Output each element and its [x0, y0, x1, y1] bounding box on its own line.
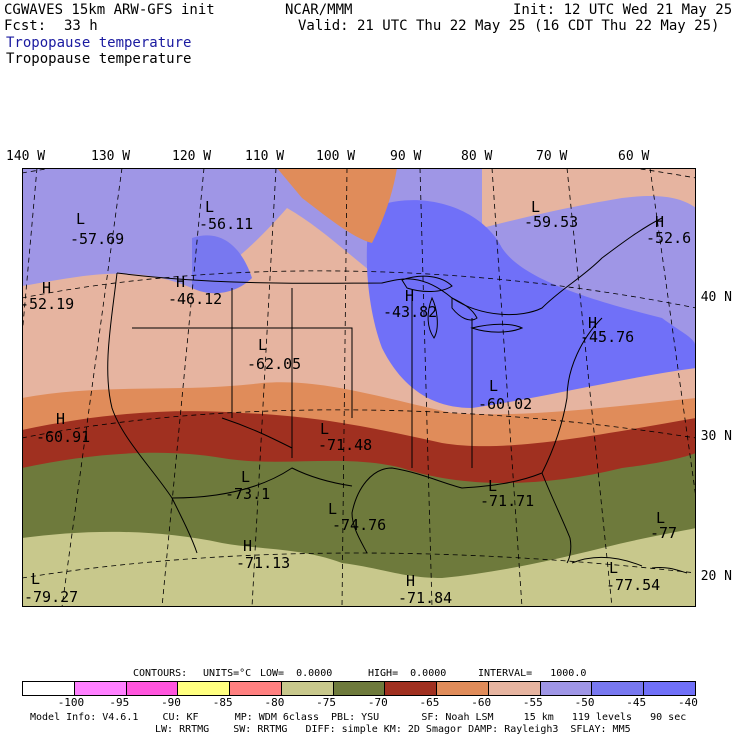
color-scale-tick: -65 [419, 696, 440, 709]
forecast-label: Fcst: [4, 18, 47, 34]
field-title-black: Tropopause temperature [6, 51, 192, 67]
color-swatch [488, 682, 541, 695]
map-low-label: L [320, 420, 330, 438]
tropopause-temperature-map [22, 168, 696, 607]
lat-label: 30 N [700, 429, 732, 444]
lon-label: 120 W [172, 149, 212, 164]
color-scale-tick: -60 [471, 696, 492, 709]
map-value-label: -52.19 [20, 295, 75, 313]
color-swatch [281, 682, 334, 695]
contours-high: HIGH= 0.0000 [368, 668, 447, 679]
map-high-label: H [406, 572, 416, 590]
map-value-label: -79.27 [24, 588, 79, 606]
color-scale-tick: -95 [109, 696, 130, 709]
color-swatch [230, 682, 282, 695]
color-scale-tick: -80 [264, 696, 285, 709]
map-value-label: -62.05 [247, 355, 302, 373]
map-value-label: -60.02 [478, 395, 533, 413]
color-swatch [126, 682, 179, 695]
color-scale-tick: -75 [316, 696, 337, 709]
map-value-label: -77.54 [606, 576, 661, 594]
color-swatch [592, 682, 645, 695]
lon-label: 70 W [536, 149, 568, 164]
color-scale-tick: -55 [522, 696, 543, 709]
color-swatch [385, 682, 438, 695]
model-title: CGWAVES 15km ARW-GFS init [4, 2, 215, 18]
color-swatch [74, 682, 127, 695]
org-label: NCAR/MMM [285, 2, 353, 18]
map-value-label: -71.13 [236, 554, 291, 572]
color-swatch [437, 682, 489, 695]
contours-low: LOW= 0.0000 [260, 668, 333, 679]
color-scale-tick: -45 [626, 696, 647, 709]
map-value-label: -52.6 [646, 229, 692, 247]
color-scale-tick: -40 [678, 696, 698, 709]
map-low-label: L [76, 210, 86, 228]
forecast-hour: 33 h [64, 18, 98, 34]
map-low-label: L [531, 198, 541, 216]
map-value-label: -71.48 [318, 436, 373, 454]
lon-label: 110 W [245, 149, 285, 164]
map-high-label: H [655, 213, 665, 231]
color-swatch [333, 682, 386, 695]
lat-label: 40 N [700, 290, 732, 305]
map-value-label: -77 [650, 524, 678, 542]
map-value-label: -57.69 [70, 230, 125, 248]
color-scale-tick: -50 [574, 696, 595, 709]
map-high-label: H [42, 279, 52, 297]
color-scale-tick: -85 [212, 696, 233, 709]
map-high-label: H [405, 287, 415, 305]
map-low-label: L [31, 570, 41, 588]
lon-label: 130 W [91, 149, 131, 164]
lon-label: 140 W [6, 149, 46, 164]
map-value-label: -59.53 [524, 213, 579, 231]
map-value-label: -56.11 [199, 215, 254, 233]
color-swatch [540, 682, 593, 695]
map-low-label: L [241, 468, 251, 486]
map-value-label: -60.91 [36, 428, 91, 446]
color-scale-tick: -90 [161, 696, 181, 709]
map-low-label: L [656, 509, 666, 527]
map-value-label: -46.12 [168, 290, 223, 308]
valid-time: Valid: 21 UTC Thu 22 May 25 (16 CDT Thu … [298, 18, 720, 34]
map-low-label: L [205, 198, 215, 216]
map-value-label: -43.82 [383, 303, 438, 321]
map-high-label: H [243, 537, 253, 555]
init-time: Init: 12 UTC Wed 21 May 25 [513, 2, 733, 18]
map-low-label: L [258, 336, 268, 354]
field-title-blue: Tropopause temperature [6, 35, 192, 51]
map-high-label: H [56, 410, 66, 428]
color-swatch [23, 682, 75, 695]
map-low-label: L [488, 477, 498, 495]
contours-interval: INTERVAL= 1000.0 [478, 668, 587, 679]
map-low-label: L [489, 377, 499, 395]
map-low-label: L [328, 500, 338, 518]
map-high-label: H [176, 273, 186, 291]
color-swatch [644, 682, 695, 695]
color-scale-bar [22, 681, 696, 696]
physics-info-line: LW: RRTMG SW: RRTMG DIFF: simple KM: 2D … [155, 724, 631, 735]
model-info-line: Model Info: V4.6.1 CU: KF MP: WDM 6class… [30, 712, 687, 723]
color-scale-tick: -100 [57, 696, 85, 709]
lat-label: 20 N [700, 569, 732, 584]
lon-label: 60 W [618, 149, 650, 164]
map-value-label: -71.71 [480, 492, 535, 510]
lon-label: 80 W [461, 149, 493, 164]
contours-units: UNITS=°C [203, 668, 252, 679]
color-swatch [178, 682, 231, 695]
color-scale-tick: -70 [367, 696, 388, 709]
lon-label: 90 W [390, 149, 422, 164]
map-value-label: -45.76 [580, 328, 635, 346]
map-value-label: -73.1 [225, 485, 271, 503]
map-low-label: L [609, 559, 619, 577]
map-high-label: H [588, 314, 598, 332]
lon-label: 100 W [316, 149, 356, 164]
contours-label: CONTOURS: [133, 668, 188, 679]
map-value-label: -71.84 [398, 589, 453, 607]
map-value-label: -74.76 [332, 516, 387, 534]
